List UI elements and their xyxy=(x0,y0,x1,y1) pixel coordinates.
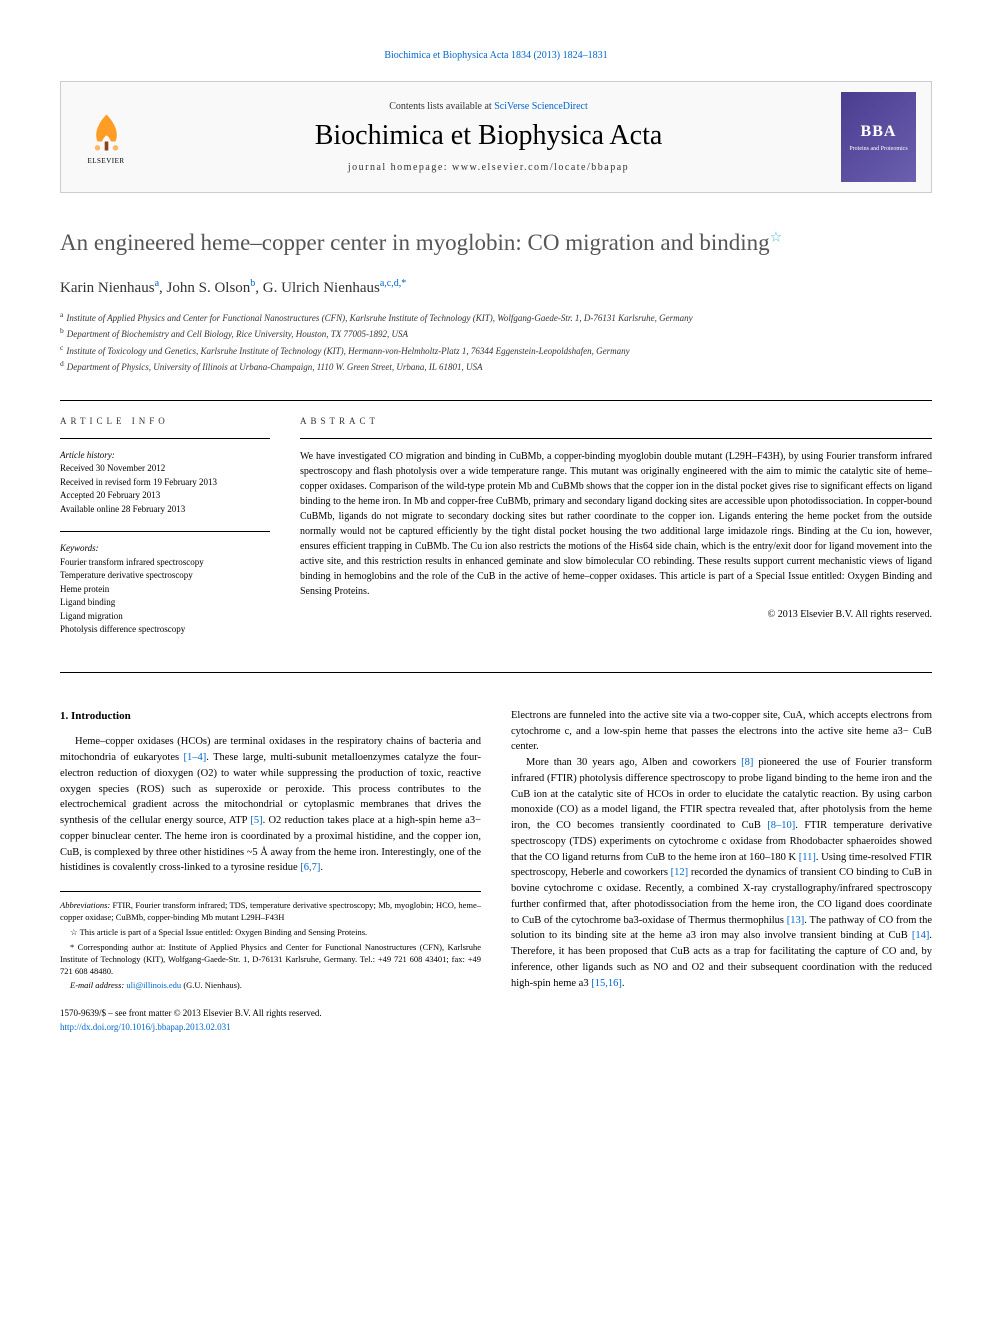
keyword-2: Temperature derivative spectroscopy xyxy=(60,569,270,583)
history-revised: Received in revised form 19 February 201… xyxy=(60,476,270,490)
history-received: Received 30 November 2012 xyxy=(60,462,270,476)
author-1: Karin Nienhaus xyxy=(60,280,155,296)
abbrev-label: Abbreviations: xyxy=(60,900,110,910)
corresponding-author-note: * Corresponding author at: Institute of … xyxy=(60,942,481,978)
keyword-6: Photolysis difference spectroscopy xyxy=(60,623,270,637)
footer-notes: Abbreviations: FTIR, Fourier transform i… xyxy=(60,891,481,992)
ref-13[interactable]: [13] xyxy=(787,915,805,926)
abstract-column: ABSTRACT We have investigated CO migrati… xyxy=(300,416,932,652)
aff-text-d: Department of Physics, University of Ill… xyxy=(67,362,483,372)
history-online: Available online 28 February 2013 xyxy=(60,503,270,517)
elsevier-tree-icon xyxy=(84,110,129,155)
ref-1-4[interactable]: [1–4] xyxy=(184,752,207,763)
intro-paragraph-1: Heme–copper oxidases (HCOs) are terminal… xyxy=(60,734,481,876)
body-columns: 1. Introduction Heme–copper oxidases (HC… xyxy=(60,708,932,1034)
affiliation-b: bDepartment of Biochemistry and Cell Bio… xyxy=(60,325,932,342)
info-hr-2 xyxy=(60,531,270,532)
p2-pre: More than 30 years ago, Alben and cowork… xyxy=(526,757,741,768)
header-center: Contents lists available at SciVerse Sci… xyxy=(136,101,841,173)
aff-text-a: Institute of Applied Physics and Center … xyxy=(66,313,692,323)
info-hr xyxy=(60,438,270,439)
journal-name: Biochimica et Biophysica Acta xyxy=(136,120,841,152)
keyword-5: Ligand migration xyxy=(60,610,270,624)
author-3: G. Ulrich Nienhaus xyxy=(263,280,380,296)
ref-11[interactable]: [11] xyxy=(799,852,816,863)
p1-end: . xyxy=(320,862,323,873)
ref-5[interactable]: [5] xyxy=(250,815,262,826)
email-label: E-mail address: xyxy=(70,980,126,990)
article-info-sidebar: ARTICLE INFO Article history: Received 3… xyxy=(60,416,270,652)
contents-line: Contents lists available at SciVerse Sci… xyxy=(136,101,841,112)
contents-prefix: Contents lists available at xyxy=(389,101,494,112)
bottom-meta: 1570-9639/$ – see front matter © 2013 El… xyxy=(60,1007,481,1034)
history-accepted: Accepted 20 February 2013 xyxy=(60,489,270,503)
authors-line: Karin Nienhausa, John S. Olsonb, G. Ulri… xyxy=(60,278,932,297)
abstract-text: We have investigated CO migration and bi… xyxy=(300,449,932,599)
body-col-right: Electrons are funneled into the active s… xyxy=(511,708,932,1034)
email-link[interactable]: uli@illinois.edu xyxy=(126,980,181,990)
affiliations: aInstitute of Applied Physics and Center… xyxy=(60,309,932,375)
journal-header: ELSEVIER Contents lists available at Sci… xyxy=(60,81,932,193)
keyword-3: Heme protein xyxy=(60,583,270,597)
info-abstract-row: ARTICLE INFO Article history: Received 3… xyxy=(60,401,932,672)
article-info-heading: ARTICLE INFO xyxy=(60,416,270,426)
special-issue-note: ☆ This article is part of a Special Issu… xyxy=(60,927,481,939)
author-1-sup[interactable]: a xyxy=(155,278,159,289)
abbreviations-note: Abbreviations: FTIR, Fourier transform i… xyxy=(60,900,481,924)
author-2-sup[interactable]: b xyxy=(250,278,255,289)
bba-text: BBA xyxy=(861,123,897,141)
keywords-section: Keywords: Fourier transform infrared spe… xyxy=(60,542,270,637)
abbrev-text: FTIR, Fourier transform infrared; TDS, t… xyxy=(60,900,481,922)
email-note: E-mail address: uli@illinois.edu (G.U. N… xyxy=(60,980,481,992)
author-2: John S. Olson xyxy=(167,280,251,296)
email-suffix: (G.U. Nienhaus). xyxy=(181,980,242,990)
journal-homepage[interactable]: journal homepage: www.elsevier.com/locat… xyxy=(136,162,841,173)
separator-bottom xyxy=(60,672,932,673)
history-label: Article history: xyxy=(60,449,270,463)
doi-link[interactable]: http://dx.doi.org/10.1016/j.bbapap.2013.… xyxy=(60,1022,231,1032)
elsevier-label: ELSEVIER xyxy=(87,157,124,165)
title-text: An engineered heme–copper center in myog… xyxy=(60,230,770,255)
aff-text-c: Institute of Toxicology und Genetics, Ka… xyxy=(66,346,629,356)
ref-8[interactable]: [8] xyxy=(741,757,753,768)
intro-heading: 1. Introduction xyxy=(60,708,481,725)
abstract-copyright: © 2013 Elsevier B.V. All rights reserved… xyxy=(300,609,932,620)
keywords-label: Keywords: xyxy=(60,542,270,556)
affiliation-a: aInstitute of Applied Physics and Center… xyxy=(60,309,932,326)
aff-text-b: Department of Biochemistry and Cell Biol… xyxy=(67,329,408,339)
article-title: An engineered heme–copper center in myog… xyxy=(60,228,932,258)
keyword-4: Ligand binding xyxy=(60,596,270,610)
abstract-hr xyxy=(300,438,932,439)
ref-12[interactable]: [12] xyxy=(671,867,689,878)
affiliation-d: dDepartment of Physics, University of Il… xyxy=(60,358,932,375)
issn-line: 1570-9639/$ – see front matter © 2013 El… xyxy=(60,1007,481,1021)
affiliation-c: cInstitute of Toxicology und Genetics, K… xyxy=(60,342,932,359)
elsevier-logo: ELSEVIER xyxy=(76,102,136,172)
p2-end: . xyxy=(622,978,625,989)
aff-sup-c: c xyxy=(60,343,63,352)
aff-sup-a: a xyxy=(60,310,63,319)
ref-14[interactable]: [14] xyxy=(912,930,930,941)
col2-paragraph-1: Electrons are funneled into the active s… xyxy=(511,708,932,755)
article-history: Article history: Received 30 November 20… xyxy=(60,449,270,517)
aff-sup-b: b xyxy=(60,326,64,335)
col2-paragraph-2: More than 30 years ago, Alben and cowork… xyxy=(511,755,932,991)
special-issue-star-icon: ☆ xyxy=(770,230,783,245)
author-3-sup[interactable]: a,c,d,* xyxy=(380,278,406,289)
sciencedirect-link[interactable]: SciVerse ScienceDirect xyxy=(494,101,588,112)
top-citation-link[interactable]: Biochimica et Biophysica Acta 1834 (2013… xyxy=(60,50,932,61)
keyword-1: Fourier transform infrared spectroscopy xyxy=(60,556,270,570)
ref-6-7[interactable]: [6,7] xyxy=(300,862,320,873)
bba-subtitle: Proteins and Proteomics xyxy=(849,146,907,152)
ref-8-10[interactable]: [8–10] xyxy=(767,820,795,831)
aff-sup-d: d xyxy=(60,359,64,368)
bba-cover-logo: BBA Proteins and Proteomics xyxy=(841,92,916,182)
body-col-left: 1. Introduction Heme–copper oxidases (HC… xyxy=(60,708,481,1034)
ref-15-16[interactable]: [15,16] xyxy=(591,978,622,989)
abstract-heading: ABSTRACT xyxy=(300,416,932,426)
